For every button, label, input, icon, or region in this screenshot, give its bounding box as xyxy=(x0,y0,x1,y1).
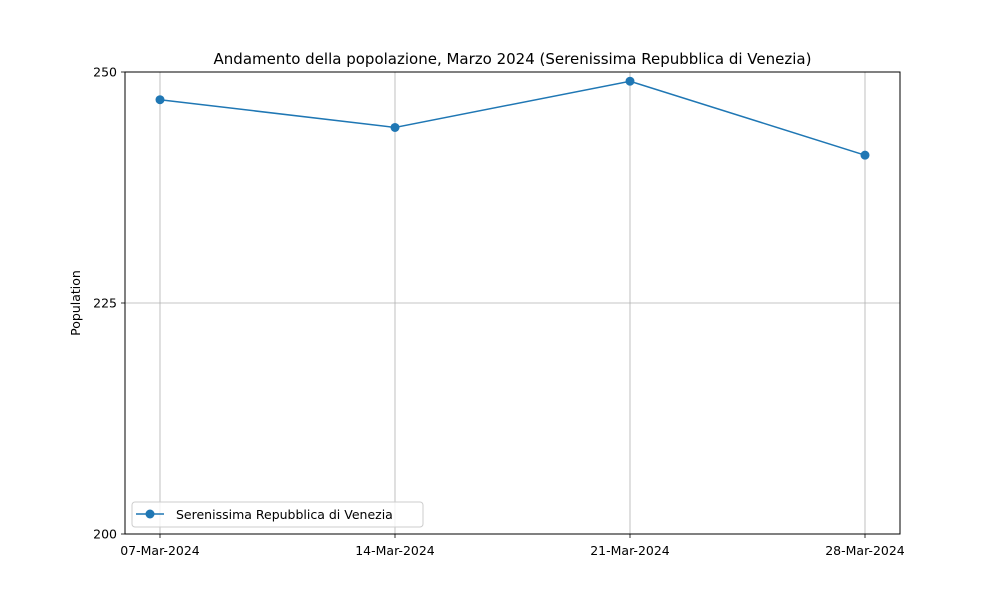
x-tick-label: 21-Mar-2024 xyxy=(590,543,670,558)
y-tick-label: 225 xyxy=(93,296,117,311)
data-point xyxy=(625,76,635,86)
x-tick-label: 14-Mar-2024 xyxy=(355,543,435,558)
x-tick-label: 07-Mar-2024 xyxy=(120,543,200,558)
data-point xyxy=(390,122,400,132)
chart-title: Andamento della popolazione, Marzo 2024 … xyxy=(214,50,812,68)
data-point xyxy=(860,150,870,160)
y-tick-label: 200 xyxy=(93,527,117,542)
x-tick-label: 28-Mar-2024 xyxy=(825,543,905,558)
series-line xyxy=(159,80,866,156)
tick-layer: 07-Mar-2024 14-Mar-2024 21-Mar-2024 28-Mar-… xyxy=(93,65,905,559)
series-layer xyxy=(155,76,870,160)
data-point xyxy=(155,95,165,105)
grid-layer xyxy=(125,71,900,535)
y-axis-label: Population xyxy=(68,270,83,336)
legend-label: Serenissima Repubblica di Venezia xyxy=(176,507,393,522)
legend: Serenissima Repubblica di Venezia xyxy=(131,501,424,528)
legend-box xyxy=(131,501,424,528)
legend-marker xyxy=(145,509,155,519)
y-tick-label: 250 xyxy=(93,65,117,80)
